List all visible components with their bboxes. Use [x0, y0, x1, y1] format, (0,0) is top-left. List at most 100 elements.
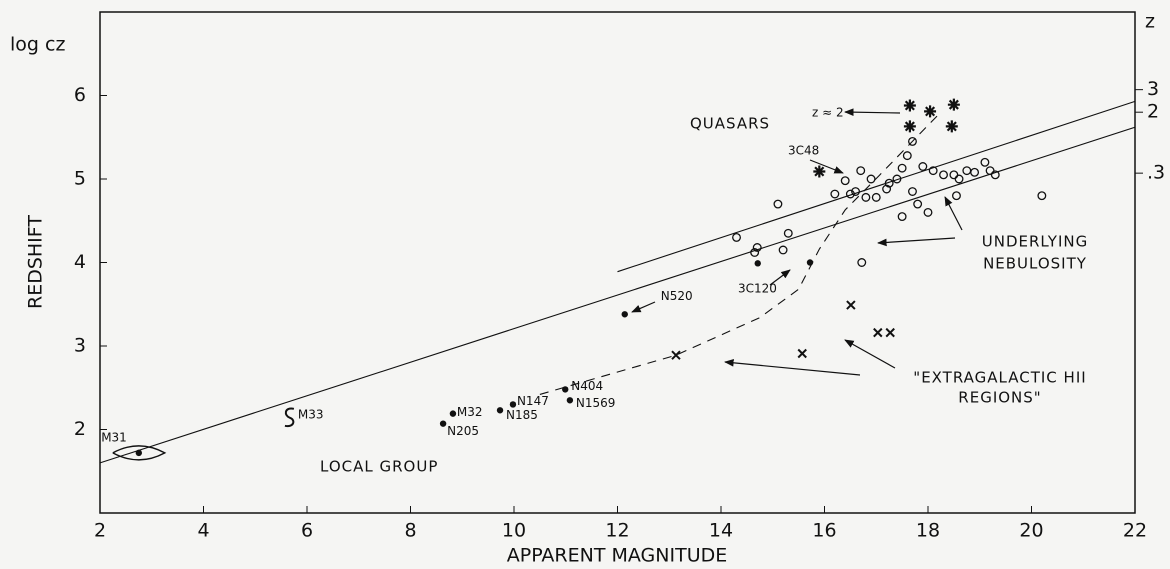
- y-tick-label: 3: [74, 335, 86, 357]
- point-label: N1569: [576, 396, 616, 410]
- open-circle: [928, 166, 938, 176]
- x-tick-label: 16: [812, 520, 836, 542]
- x-label: APPARENT MAGNITUDE: [507, 545, 728, 567]
- galaxy-eye: [112, 445, 167, 461]
- open-circle: [952, 191, 961, 201]
- open-circle: [884, 178, 894, 188]
- point-label: N185: [506, 408, 538, 422]
- x-tick-label: 10: [502, 520, 526, 542]
- open-circle: [954, 174, 964, 184]
- annotation: LOCAL GROUP: [320, 458, 438, 476]
- annotation: 3C48: [788, 144, 819, 158]
- galaxy-dot: [566, 397, 574, 404]
- point-label: N404: [571, 379, 603, 393]
- quasar-star: [945, 120, 958, 133]
- annotation: z ≈ 2: [812, 106, 844, 120]
- open-circle: [750, 248, 760, 257]
- galaxy-dot: [806, 259, 814, 266]
- open-circle: [1037, 191, 1047, 201]
- galaxy-dot: [135, 449, 143, 457]
- point-label: N147: [517, 394, 549, 408]
- hii-cross: [671, 350, 681, 360]
- open-circle: [908, 136, 917, 146]
- open-circle: [840, 176, 850, 186]
- point-label: M33: [298, 407, 324, 421]
- open-circle: [778, 245, 788, 255]
- dashed-curve: [539, 114, 939, 395]
- point-label: N520: [661, 289, 693, 303]
- annotation: UNDERLYING: [982, 233, 1088, 251]
- annotation: QUASARS: [690, 115, 770, 133]
- hii-cross: [846, 300, 856, 310]
- open-circle: [845, 189, 855, 199]
- x-tick-label: 4: [197, 520, 209, 542]
- galaxy-dot: [439, 420, 447, 427]
- x-tick-label: 14: [709, 520, 733, 542]
- galaxy-spiral: [284, 407, 295, 428]
- annotation: "EXTRAGALACTIC HII: [913, 369, 1086, 387]
- galaxy-dot: [562, 386, 569, 393]
- x-tick-label: 8: [404, 520, 416, 542]
- point-label: M32: [457, 405, 483, 419]
- point-label: M31: [101, 430, 127, 444]
- open-circle: [902, 151, 912, 161]
- galaxy-dot: [509, 401, 517, 408]
- open-circle: [866, 174, 876, 184]
- open-circle: [980, 157, 990, 167]
- y2-tick-label: .3: [1147, 162, 1165, 184]
- x-tick-label: 12: [605, 520, 629, 542]
- open-circle: [851, 187, 860, 196]
- open-circle: [918, 162, 928, 171]
- annotation: 3C120: [738, 282, 777, 296]
- quasar-star: [903, 120, 916, 133]
- hii-cross: [885, 327, 895, 338]
- open-circle: [985, 166, 995, 176]
- open-circle: [908, 187, 917, 196]
- plot-frame: [99, 11, 1136, 514]
- annotation: NEBULOSITY: [983, 255, 1087, 273]
- quasar-star: [947, 98, 960, 111]
- open-circle: [861, 192, 871, 202]
- open-circle: [949, 170, 959, 180]
- quasar-star: [813, 165, 826, 178]
- open-circle: [732, 232, 741, 242]
- fit-line: [617, 100, 1136, 273]
- open-circle: [970, 167, 980, 177]
- open-circle: [752, 243, 762, 252]
- galaxy-dot: [449, 410, 457, 417]
- quasar-star: [924, 105, 937, 118]
- x-tick-label: 18: [916, 520, 940, 542]
- hii-cross: [797, 348, 807, 359]
- hii-cross: [873, 327, 883, 338]
- open-circle: [773, 199, 783, 209]
- y-tick-label: 4: [74, 251, 86, 273]
- open-circle: [990, 170, 1000, 180]
- open-circle: [913, 199, 923, 209]
- quasar-star: [903, 99, 916, 112]
- open-circle: [897, 212, 907, 222]
- open-circle: [857, 258, 867, 267]
- open-circle: [783, 228, 793, 238]
- open-circle: [939, 170, 948, 180]
- y-tick-label: 5: [74, 168, 86, 190]
- open-circle: [871, 192, 881, 202]
- x-tick-label: 6: [301, 520, 313, 542]
- galaxy-dot: [754, 260, 761, 267]
- open-circle: [830, 189, 840, 199]
- open-circle: [962, 166, 972, 176]
- y-label: REDSHIFT: [25, 215, 47, 309]
- x-tick-label: 2: [94, 520, 106, 542]
- annotation: REGIONS": [958, 389, 1041, 407]
- y-tick-label: 2: [74, 418, 86, 440]
- open-circle: [856, 166, 866, 176]
- point-label: N205: [447, 424, 479, 438]
- arrows: [631, 108, 963, 376]
- y2-label: z: [1145, 11, 1155, 33]
- open-circle: [923, 207, 933, 217]
- galaxy-dot: [496, 407, 504, 414]
- open-circle: [897, 163, 907, 173]
- y2-tick-label: 3: [1147, 78, 1159, 100]
- fit-line: [99, 126, 1136, 464]
